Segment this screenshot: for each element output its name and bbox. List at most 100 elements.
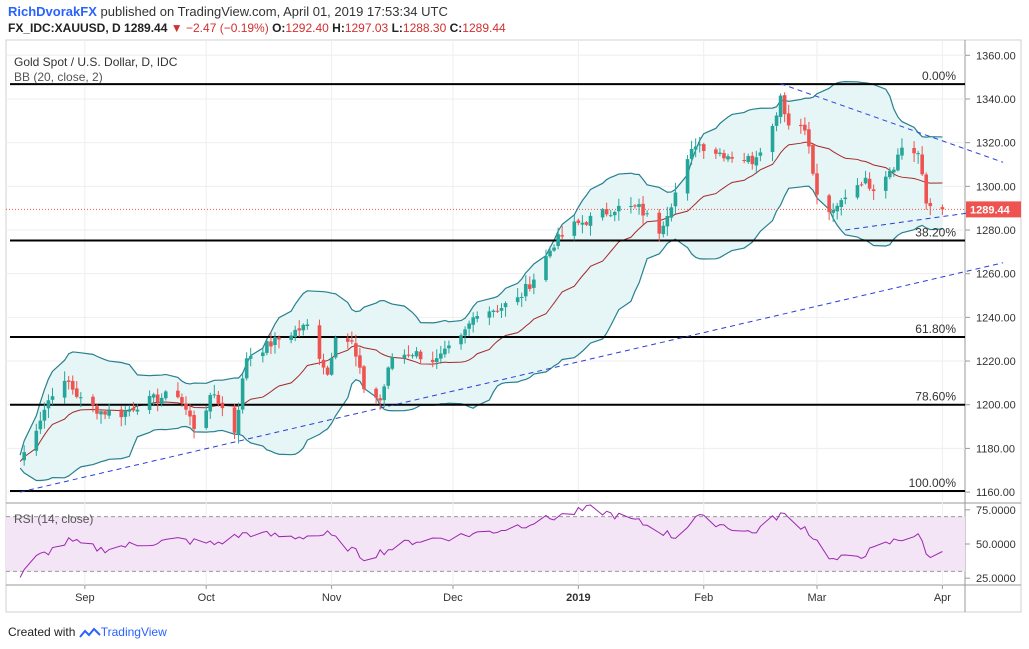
time-tick-label: 2019 [566, 592, 590, 604]
author-name[interactable]: RichDvorakFX [8, 4, 97, 19]
bollinger-bands [19, 81, 943, 482]
candle-body [350, 340, 354, 342]
candle-body [746, 156, 751, 163]
candle-body [329, 357, 334, 375]
fib-label: 38.20% [915, 225, 956, 239]
time-tick-label: Feb [694, 592, 713, 604]
candle-body [689, 148, 694, 159]
candle-body [839, 200, 844, 207]
candle-body [135, 409, 140, 412]
close-label: C: [449, 21, 463, 35]
candle-body [467, 323, 471, 329]
candle-body [406, 354, 411, 356]
down-arrow-icon: ▼ [170, 21, 183, 35]
candle-body [641, 203, 645, 216]
candle-body [645, 213, 649, 215]
candle-body [572, 221, 577, 236]
fib-label: 61.80% [915, 322, 956, 336]
candle-body [673, 192, 678, 207]
candle-body [608, 215, 613, 217]
candle-body [637, 204, 641, 207]
candle-body [701, 144, 706, 152]
candle-body [722, 153, 726, 159]
price-chart[interactable]: 0.00%38.20%61.80%78.60%100.00% 1360.0013… [0, 0, 1029, 615]
candle-body [99, 411, 103, 415]
open-value: 1292.40 [285, 21, 329, 35]
published-text: published on TradingView.com, April 01, … [100, 4, 448, 19]
price-axis[interactable]: 1360.00 1340.00 1320.00 1300.00 1280.00 1260.… [965, 50, 1021, 585]
candle-body [657, 212, 662, 234]
fib-label: 100.00% [909, 476, 957, 490]
candle-body [697, 144, 702, 146]
candle-body [471, 317, 475, 325]
candle-body [799, 124, 803, 127]
candle-body [665, 216, 670, 227]
candle-body [770, 126, 775, 153]
candle-body [560, 235, 564, 237]
candle-body [475, 316, 480, 319]
candle-body [248, 356, 253, 359]
candle-body [269, 341, 273, 347]
candle-body [402, 354, 407, 359]
time-tick-label: Oct [198, 592, 215, 604]
candle-body [208, 395, 213, 412]
candle-body [119, 409, 124, 418]
tradingview-logo-icon[interactable] [78, 627, 101, 639]
candle-body [317, 325, 322, 359]
candle-body [159, 397, 164, 404]
high-value: 1297.03 [344, 21, 389, 35]
candle-body [629, 206, 633, 208]
candle-body [434, 358, 439, 363]
candle-body [414, 351, 419, 357]
candle-body [430, 359, 435, 363]
candle-body [382, 386, 386, 401]
price-tick-label: 1240.00 [976, 312, 1016, 324]
price-tick-label: 1280.00 [976, 225, 1016, 237]
candle-body [354, 343, 358, 357]
candle-body [439, 353, 443, 359]
candle-body [345, 338, 350, 342]
candle-body [669, 207, 674, 218]
time-tick-label: Nov [322, 592, 342, 604]
time-tick-label: Apr [934, 592, 951, 604]
last-price: 1289.44 [124, 21, 168, 35]
candle-body [301, 324, 306, 331]
bb-basis [19, 141, 943, 462]
candle-body [685, 159, 690, 194]
candle-body [240, 378, 245, 410]
candle-body [714, 149, 718, 154]
fib-label: 0.00% [922, 69, 956, 83]
candle-body [503, 303, 508, 308]
candle-body [463, 329, 467, 336]
time-axis[interactable]: Sep Oct Nov Dec 2019 Feb Mar Apr [75, 585, 951, 604]
candles [22, 92, 945, 466]
candle-body [803, 124, 807, 131]
candle-body [362, 366, 366, 390]
rsi-tick-label: 75.0000 [976, 505, 1016, 517]
price-tick-label: 1300.00 [976, 181, 1016, 193]
candle-body [576, 220, 581, 224]
fib-label: 78.60% [915, 390, 956, 404]
candle-body [216, 394, 221, 405]
candle-body [896, 154, 900, 171]
bb-legend: BB (20, close, 2) [14, 70, 103, 84]
candle-body [180, 397, 184, 403]
tradingview-brand[interactable]: TradingView [100, 625, 167, 639]
candle-body [532, 279, 536, 288]
candle-body [188, 410, 192, 417]
candle-body [447, 345, 451, 349]
candle-body [556, 234, 560, 247]
low-value: 1288.30 [402, 21, 447, 35]
low-label: L: [391, 21, 403, 35]
candle-body [358, 355, 362, 368]
ohlc-line: FX_IDC:XAUUSD, D 1289.44 ▼ −2.47 (−0.19%… [8, 21, 506, 35]
price-change: −2.47 (−0.19%) [186, 21, 269, 35]
candle-body [487, 311, 492, 318]
open-label: O: [272, 21, 286, 35]
rsi-tick-label: 25.0000 [976, 573, 1016, 585]
candle-body [491, 310, 496, 313]
candle-body [831, 210, 835, 213]
candle-body [107, 410, 111, 416]
rsi-line [19, 504, 943, 578]
candle-body [46, 400, 51, 409]
